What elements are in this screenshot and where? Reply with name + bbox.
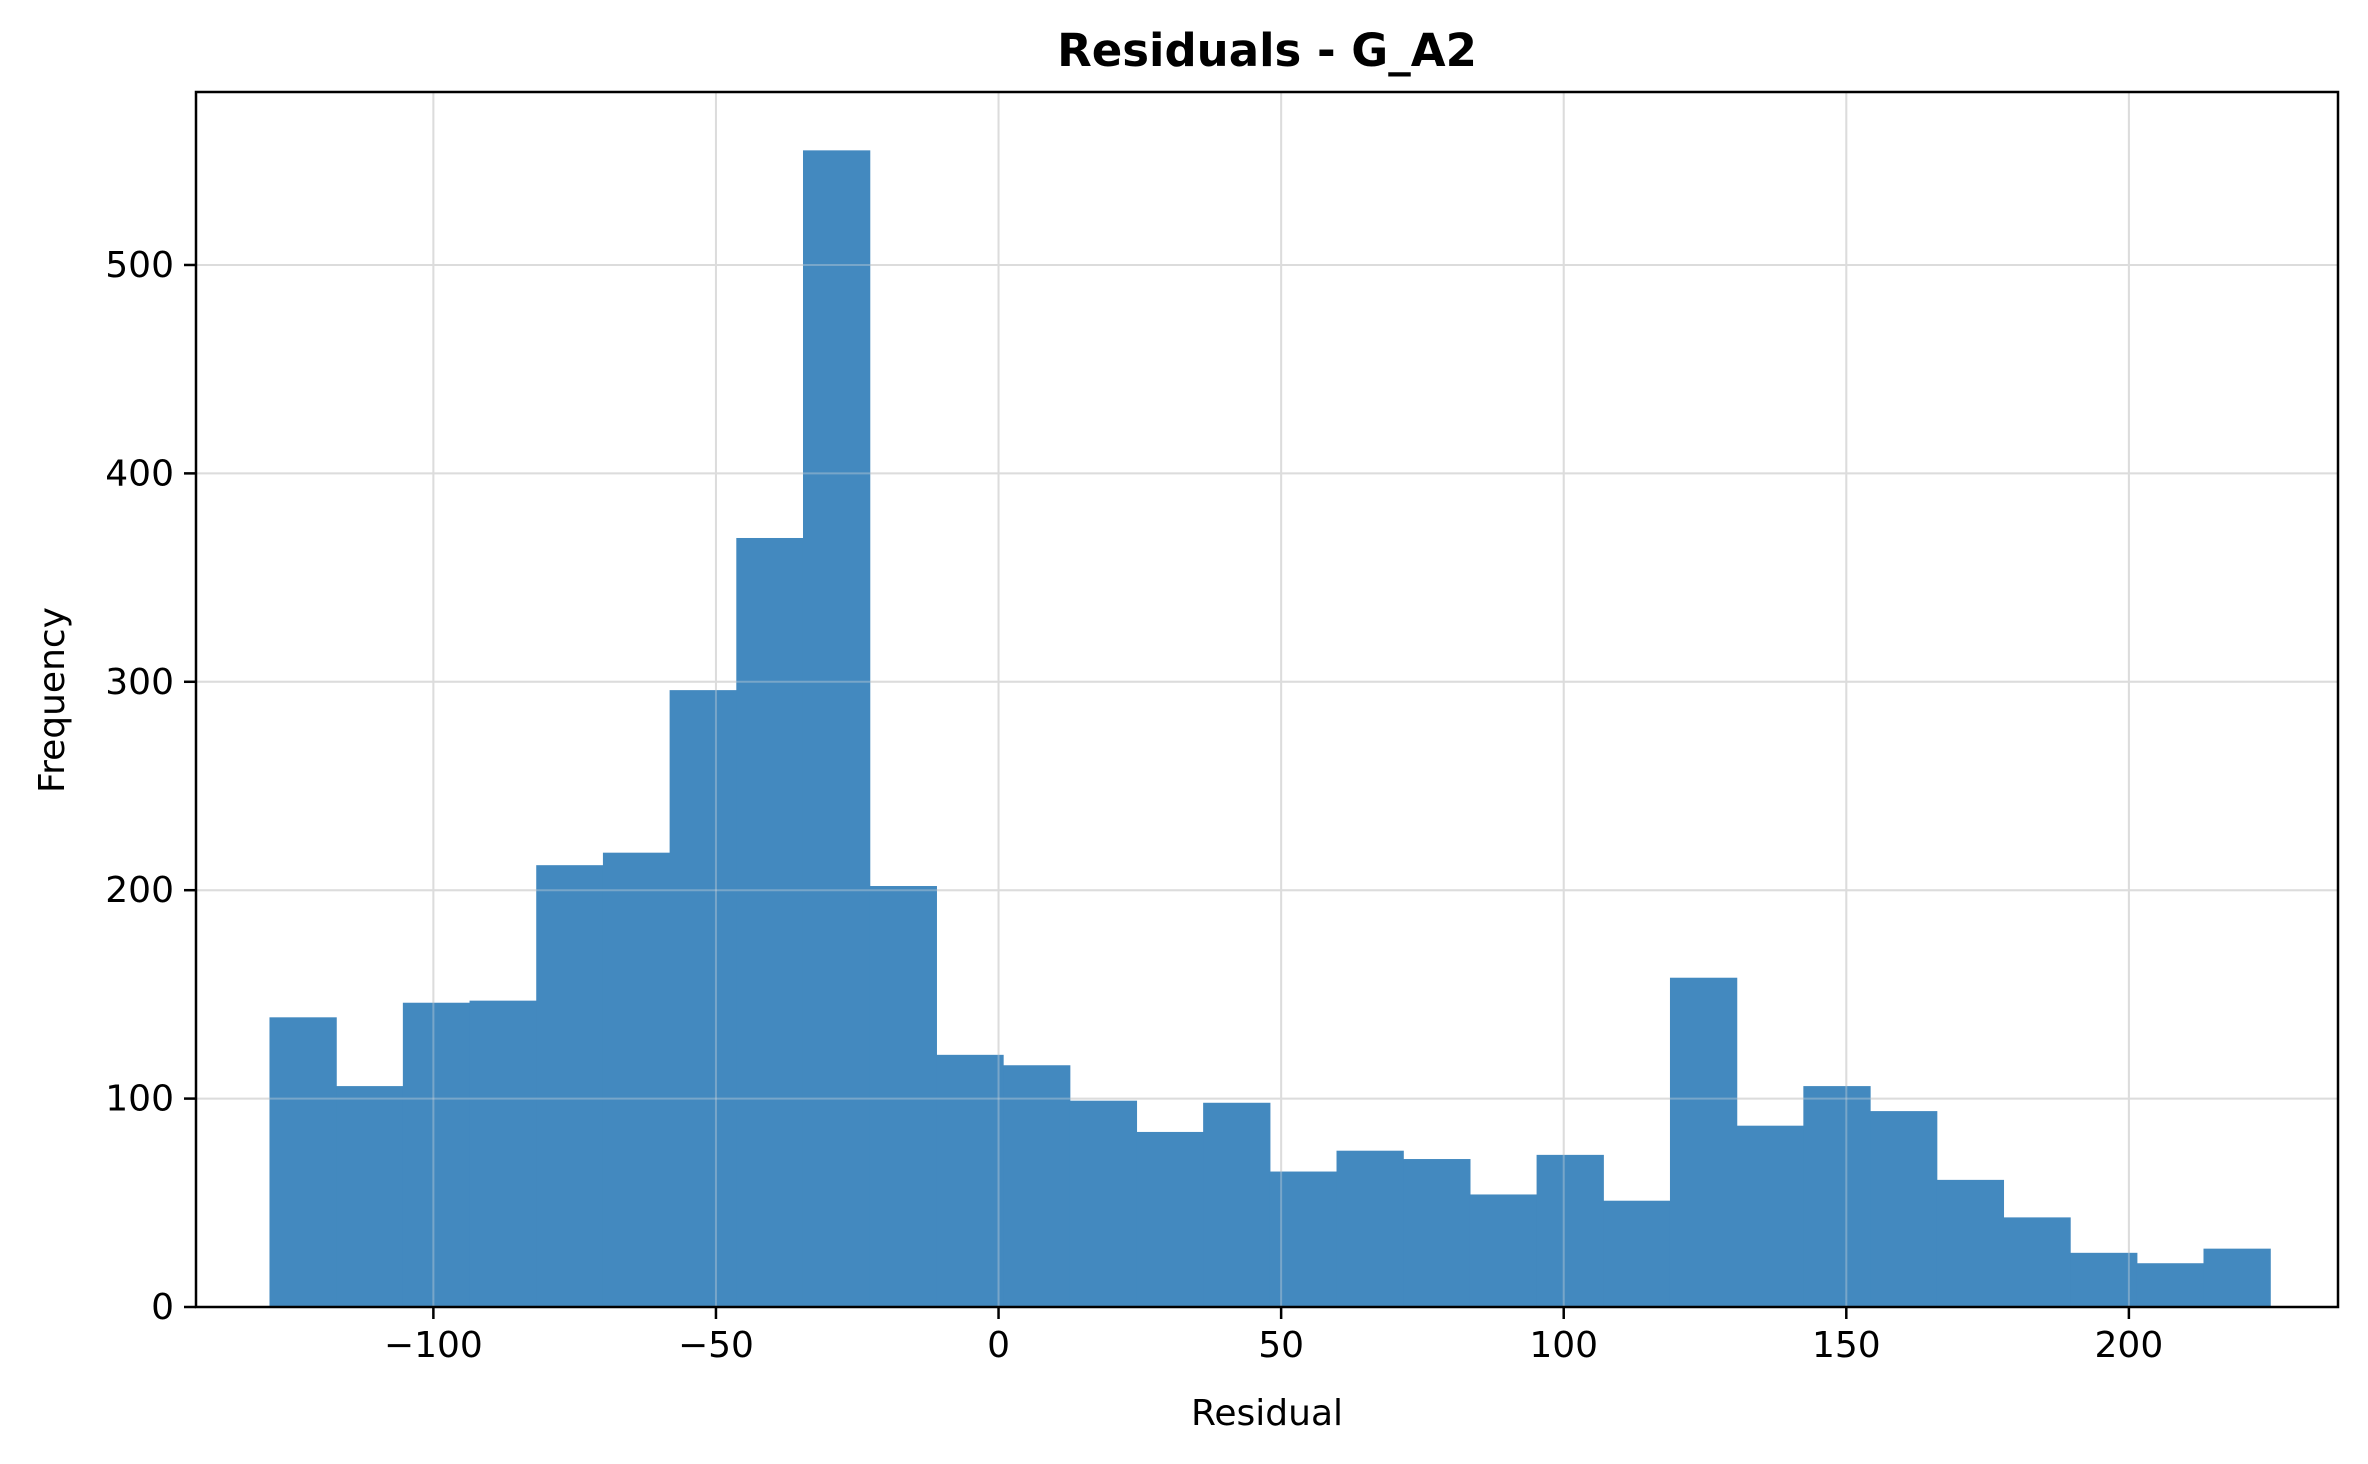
histogram-bar [469, 1000, 537, 1307]
histogram-bar [2003, 1217, 2071, 1307]
histogram-bar [336, 1086, 404, 1307]
histogram-bar [869, 886, 937, 1307]
grid-overlay [196, 92, 2338, 1308]
y-axis-label: Frequency [32, 607, 73, 793]
x-tick-label: −100 [384, 1325, 483, 1366]
histogram-bar [1403, 1159, 1471, 1307]
histogram-bar [402, 1002, 471, 1307]
histogram-bar [1669, 977, 1738, 1307]
histogram-bar [669, 690, 737, 1307]
histogram-bar [736, 537, 804, 1307]
histogram-bar [1003, 1065, 1071, 1307]
bars-layer [269, 150, 2271, 1307]
x-tick-label: 200 [2095, 1325, 2164, 1366]
histogram-bar [802, 150, 871, 1307]
histogram-bar [1069, 1100, 1138, 1307]
x-tick-label: 100 [1529, 1325, 1598, 1366]
histogram-bar [936, 1054, 1004, 1307]
histogram-bar [1136, 1131, 1204, 1307]
y-tick-label: 500 [105, 245, 174, 286]
histogram-bar [1203, 1102, 1271, 1307]
histogram-bar [269, 1017, 337, 1307]
histogram-bar [1870, 1111, 1938, 1307]
y-tick-label: 400 [105, 453, 174, 494]
x-tick-label: 50 [1258, 1325, 1304, 1366]
y-tick-label: 200 [105, 870, 174, 911]
y-tick-label: 100 [105, 1079, 174, 1120]
x-tick-label: 0 [987, 1325, 1010, 1366]
histogram-bar [1803, 1086, 1871, 1307]
histogram-bar [1936, 1179, 2005, 1307]
y-tick-label: 300 [105, 662, 174, 703]
histogram-bar [536, 865, 604, 1307]
histogram-bar [1536, 1154, 1604, 1307]
x-tick-label: 150 [1812, 1325, 1881, 1366]
histogram-bar [602, 852, 671, 1307]
plot-frame [194, 90, 2340, 1309]
ticks-layer: −100 −50 0 50 100 150 200 0 100 200 300 400 500 [105, 245, 2163, 1366]
histogram-bar [1736, 1125, 1804, 1307]
y-tick-label: 0 [151, 1287, 174, 1328]
histogram-bar [1603, 1200, 1671, 1307]
x-axis-label: Residual [1191, 1393, 1343, 1434]
histogram-bar [2203, 1248, 2271, 1307]
histogram-bar [2136, 1263, 2205, 1307]
x-tick-label: −50 [678, 1325, 754, 1366]
histogram-bar [2070, 1252, 2138, 1307]
histogram-bar [1469, 1194, 1538, 1307]
histogram-bar [1336, 1150, 1404, 1307]
chart-title: Residuals - G_A2 [1057, 24, 1477, 77]
histogram-bar [1269, 1171, 1338, 1307]
